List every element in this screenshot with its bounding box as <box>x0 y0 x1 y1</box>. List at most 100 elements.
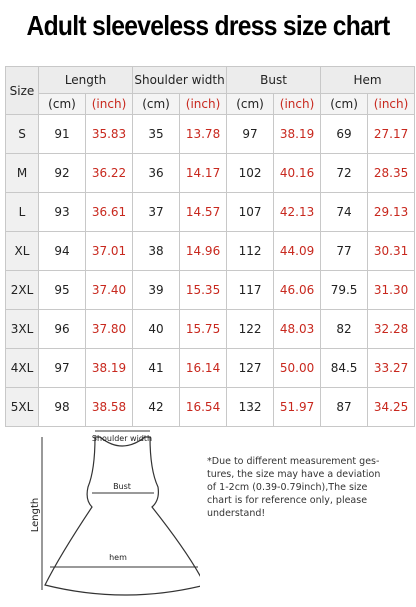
unit-header: (inch) <box>84 93 134 115</box>
data-row: 5XL 98 38.58 42 16.54 132 51.97 87 34.25 <box>5 387 416 427</box>
cell: 38.58 <box>84 387 134 427</box>
note-line: understand! <box>207 508 266 519</box>
cell: 27.17 <box>367 114 416 154</box>
cell: 36.22 <box>84 153 134 193</box>
note-line: *Due to different measurement ges- <box>207 456 380 467</box>
cell: 15.75 <box>179 309 228 349</box>
data-row: S 91 35.83 35 13.78 97 38.19 69 27.17 <box>5 114 416 154</box>
cell: 40 <box>132 309 181 349</box>
cell: 127 <box>226 348 275 388</box>
cell: 112 <box>226 231 275 271</box>
size-cell: L <box>5 192 39 232</box>
cell: 35.83 <box>84 114 134 154</box>
cell: 30.31 <box>367 231 416 271</box>
cell: 38.19 <box>273 114 322 154</box>
cell: 31.30 <box>367 270 416 310</box>
size-cell: 4XL <box>5 348 39 388</box>
cell: 95 <box>38 270 86 310</box>
cell: 28.35 <box>367 153 416 193</box>
data-row: 2XL 95 37.40 39 15.35 117 46.06 79.5 31.30 <box>5 270 416 310</box>
data-row: L 93 36.61 37 14.57 107 42.13 74 29.13 <box>5 192 416 232</box>
cell: 41 <box>132 348 181 388</box>
cell: 91 <box>38 114 86 154</box>
cell: 77 <box>320 231 369 271</box>
title: Adult sleeveless dress size chart <box>26 10 391 41</box>
data-row: M 92 36.22 36 14.17 102 40.16 72 28.35 <box>5 153 416 193</box>
cell: 16.54 <box>179 387 228 427</box>
cell: 13.78 <box>179 114 228 154</box>
unit-header: (cm) <box>38 93 86 115</box>
cell: 51.97 <box>273 387 322 427</box>
cell: 42.13 <box>273 192 322 232</box>
cell: 38.19 <box>84 348 134 388</box>
cell: 98 <box>38 387 86 427</box>
bust-label: Bust <box>113 482 131 491</box>
cell: 14.57 <box>179 192 228 232</box>
cell: 102 <box>226 153 275 193</box>
group-header: Hem <box>320 66 416 94</box>
cell: 50.00 <box>273 348 322 388</box>
cell: 117 <box>226 270 275 310</box>
cell: 36 <box>132 153 181 193</box>
data-row: 4XL 97 38.19 41 16.14 127 50.00 84.5 33.27 <box>5 348 416 388</box>
cell: 93 <box>38 192 86 232</box>
size-cell: S <box>5 114 39 154</box>
cell: 92 <box>38 153 86 193</box>
cell: 44.09 <box>273 231 322 271</box>
note-line: tures, the size may have a deviation <box>207 469 381 480</box>
cell: 15.35 <box>179 270 228 310</box>
data-row: 3XL 96 37.80 40 15.75 122 48.03 82 32.28 <box>5 309 416 349</box>
cell: 96 <box>38 309 86 349</box>
cell: 29.13 <box>367 192 416 232</box>
unit-header: (cm) <box>226 93 275 115</box>
cell: 39 <box>132 270 181 310</box>
group-header: Bust <box>226 66 322 94</box>
unit-row: (cm) (inch) (cm) (inch) (cm) (inch) (cm) (inch) <box>6 93 416 115</box>
cell: 97 <box>226 114 275 154</box>
size-table: Size Length Shoulder width Bust Hem (cm) (inch… <box>5 66 416 427</box>
size-header: Size <box>5 66 39 115</box>
unit-header: (cm) <box>132 93 181 115</box>
cell: 34.25 <box>367 387 416 427</box>
cell: 37 <box>132 192 181 232</box>
cell: 74 <box>320 192 369 232</box>
cell: 94 <box>38 231 86 271</box>
cell: 122 <box>226 309 275 349</box>
cell: 32.28 <box>367 309 416 349</box>
size-cell: XL <box>5 231 39 271</box>
hem-label: hem <box>109 553 127 562</box>
note: *Due to different measurement ges-tures,… <box>207 455 380 520</box>
group-header: Shoulder width <box>132 66 228 94</box>
data-row: XL 94 37.01 38 14.96 112 44.09 77 30.31 <box>5 231 416 271</box>
dress-outline <box>44 436 200 596</box>
note-line: of 1-2cm (0.39-0.79inch),The size <box>207 482 368 493</box>
cell: 82 <box>320 309 369 349</box>
unit-header: (inch) <box>273 93 322 115</box>
cell: 33.27 <box>367 348 416 388</box>
cell: 14.96 <box>179 231 228 271</box>
dress-diagram: Shoulder width Bust hem Length <box>30 430 200 596</box>
group-header: Length <box>37 66 134 94</box>
cell: 37.80 <box>84 309 134 349</box>
cell: 37.01 <box>84 231 134 271</box>
cell: 97 <box>38 348 86 388</box>
cell: 69 <box>320 114 369 154</box>
length-label: Length <box>30 498 41 533</box>
cell: 79.5 <box>320 270 369 310</box>
cell: 16.14 <box>179 348 228 388</box>
cell: 36.61 <box>84 192 134 232</box>
cell: 84.5 <box>320 348 369 388</box>
cell: 72 <box>320 153 369 193</box>
cell: 38 <box>132 231 181 271</box>
header-row: Size Length Shoulder width Bust Hem <box>5 66 416 115</box>
cell: 46.06 <box>273 270 322 310</box>
cell: 40.16 <box>273 153 322 193</box>
size-cell: 5XL <box>5 387 39 427</box>
cell: 14.17 <box>179 153 228 193</box>
cell: 42 <box>132 387 181 427</box>
note-line: chart is for reference only, please <box>207 495 368 506</box>
cell: 37.40 <box>84 270 134 310</box>
cell: 48.03 <box>273 309 322 349</box>
shoulder-label: Shoulder width <box>92 434 152 443</box>
